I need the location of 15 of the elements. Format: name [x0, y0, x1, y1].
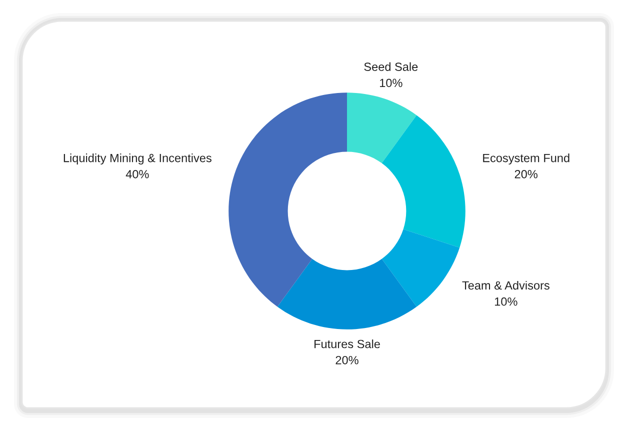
- data-label: 20%: [336, 356, 358, 364]
- donut-slice: [347, 92, 417, 164]
- donut-slice: [277, 258, 417, 330]
- slice-label: Team & Advisors: [462, 280, 550, 290]
- slice-label: Ecosystem Fund: [483, 154, 570, 165]
- slice-label: Seed Sale: [364, 62, 418, 71]
- donut-slice: [228, 92, 347, 307]
- donut-slice: [382, 229, 460, 307]
- data-label: 40%: [126, 170, 149, 178]
- donut-slice: [382, 115, 466, 248]
- slice-label: Liquidity Mining & Incentives: [64, 154, 212, 165]
- data-label: 10%: [380, 78, 402, 88]
- data-label: 20%: [514, 170, 538, 178]
- slice-label: Futures Sale: [314, 340, 380, 348]
- data-label: 10%: [494, 297, 518, 306]
